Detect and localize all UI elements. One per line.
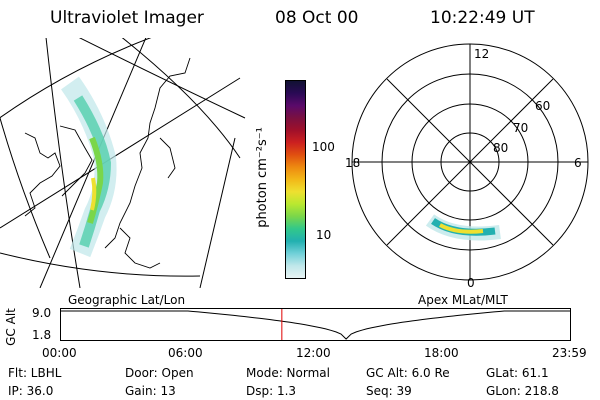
mlt-label-18: 18	[345, 156, 360, 170]
y-tick-1-8: 1.8	[32, 328, 52, 342]
x-tick-1800: 18:00	[424, 346, 459, 360]
x-tick-0600: 06:00	[168, 346, 203, 360]
coastline	[59, 125, 93, 197]
coastline	[159, 137, 176, 179]
time-label: 10:22:49 UT	[430, 8, 535, 28]
glon-info: GLon: 218.8	[486, 384, 559, 398]
geographic-map	[0, 38, 246, 288]
lat-label-80: 80	[493, 141, 508, 155]
colorbar-tick-100: 100	[312, 140, 335, 154]
x-tick-1200: 12:00	[296, 346, 331, 360]
door-info: Door: Open	[125, 366, 194, 380]
aurora-band	[60, 76, 117, 258]
ip-info: IP: 36.0	[8, 384, 54, 398]
dsp-info: Dsp: 1.3	[246, 384, 297, 398]
lon-line	[199, 137, 236, 288]
gc-alt-axis-label: GC Alt	[3, 308, 18, 346]
seq-info: Seq: 39	[366, 384, 412, 398]
mlt-label-12: 12	[474, 47, 489, 61]
lat-label-60: 60	[535, 99, 550, 113]
lon-line	[0, 77, 241, 229]
horizon-arc	[0, 117, 51, 259]
timeline-right-title: Apex MLat/MLT	[418, 293, 508, 307]
glat-info: GLat: 61.1	[486, 366, 549, 380]
mlt-label-6: 6	[574, 156, 582, 170]
timeline-frame	[60, 308, 571, 341]
coastline	[104, 57, 191, 249]
x-tick-2359: 23:59	[552, 346, 587, 360]
polar-aurora	[425, 214, 501, 241]
polar-spoke	[386, 78, 554, 246]
filter-info: Flt: LBHL	[8, 366, 62, 380]
mode-info: Mode: Normal	[246, 366, 330, 380]
polar-plot: 12 18 6 0 60 70 80	[345, 43, 589, 290]
color-scale-bar	[285, 80, 306, 279]
colorbar-unit-label: photon cm⁻²s⁻¹	[254, 127, 270, 228]
lon-line	[44, 38, 81, 288]
mlt-label-0: 0	[467, 276, 475, 290]
colorbar-tick-10: 10	[316, 228, 332, 242]
lat-line	[109, 38, 241, 159]
date-label: 08 Oct 00	[275, 8, 359, 28]
lat-label-70: 70	[513, 121, 528, 135]
altitude-trace	[60, 310, 571, 340]
lat-line	[0, 38, 211, 149]
lat-line	[0, 252, 201, 277]
timeline-left-title: Geographic Lat/Lon	[68, 293, 186, 307]
coastline	[24, 132, 61, 217]
gain-info: Gain: 13	[125, 384, 176, 398]
instrument-title: Ultraviolet Imager	[50, 8, 204, 28]
altitude-timeline	[60, 308, 571, 341]
y-tick-9: 9.0	[32, 306, 52, 320]
lat-line	[59, 38, 246, 119]
gc-alt-info: GC Alt: 6.0 Re	[366, 366, 450, 380]
x-tick-0000: 00:00	[42, 346, 77, 360]
coastline	[119, 227, 161, 269]
